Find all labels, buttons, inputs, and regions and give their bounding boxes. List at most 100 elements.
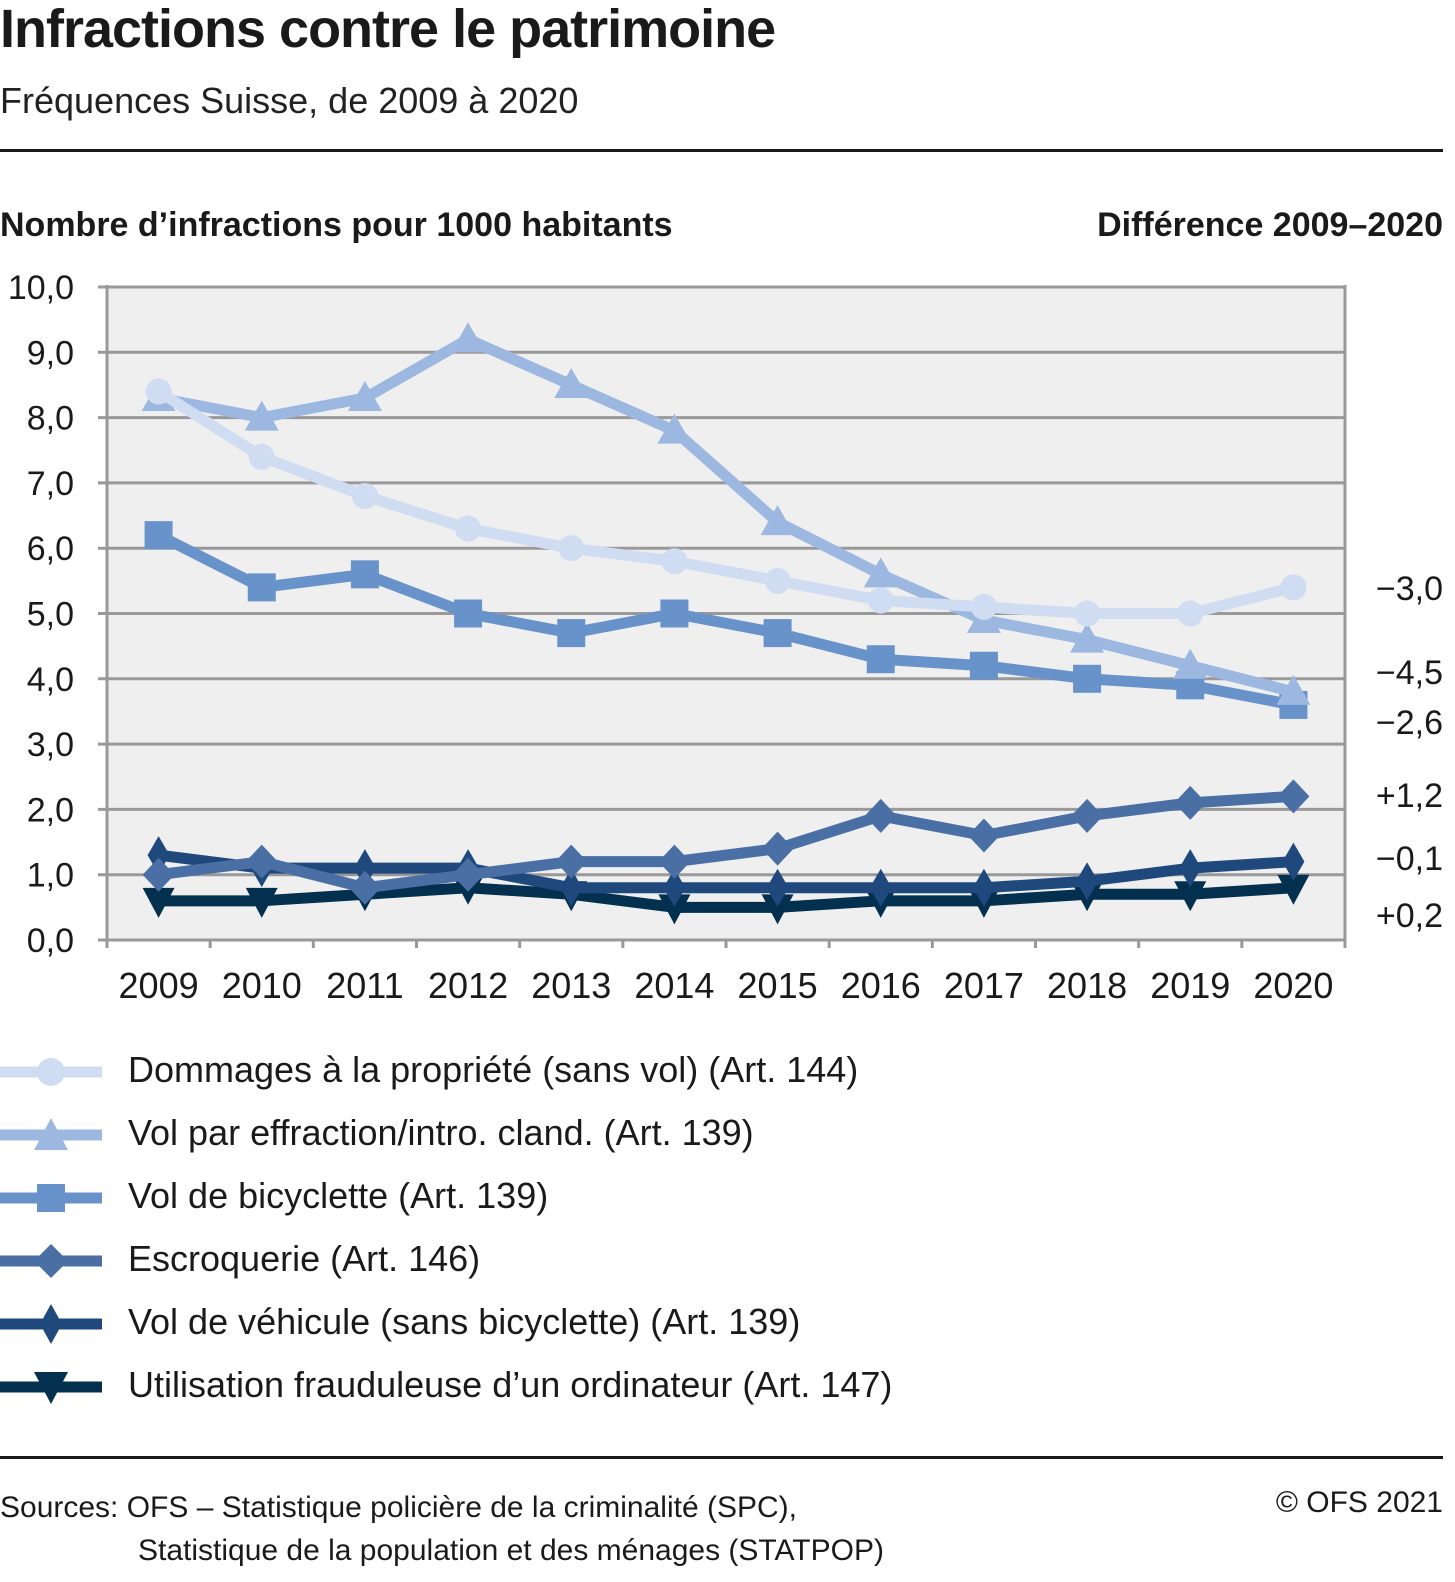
data-point-series-5 (972, 868, 995, 907)
x-tick-label: 2009 (119, 965, 199, 1006)
source-line-1: Sources: OFS – Statistique policière de … (0, 1491, 797, 1524)
data-point-series-5 (560, 868, 583, 907)
difference-title: Différence 2009–2020 (1097, 206, 1443, 244)
data-point-series-3 (454, 599, 483, 628)
x-tick-label: 2013 (531, 965, 611, 1006)
data-point-series-4 (348, 870, 381, 905)
y-tick-label: 10,0 (8, 269, 74, 307)
series-line-4 (157, 790, 1294, 894)
line-chart: 0,0 1,0 2,0 3,0 4,0 5,0 6,0 7,0 8,0 9,0 10,0 2009 20… (8, 269, 1443, 1006)
data-point-series-6 (245, 887, 278, 918)
source-note: Sources: OFS – Statistique policière de … (0, 1486, 884, 1572)
data-point-series-4 (452, 857, 485, 892)
data-point-series-4 (967, 818, 1000, 853)
data-point-series-4 (555, 844, 588, 879)
data-point-series-6 (1277, 874, 1310, 905)
data-point-series-4 (1277, 779, 1310, 814)
data-point-series-1 (661, 548, 688, 575)
legend-marker (34, 1118, 68, 1150)
series-line-6 (158, 882, 1294, 913)
data-point-series-5 (1076, 862, 1099, 901)
x-tick-label: 2015 (738, 965, 818, 1006)
data-point-series-6 (658, 894, 691, 925)
y-tick-label: 4,0 (27, 661, 74, 699)
legend-marker (34, 1372, 68, 1404)
data-point-series-1 (351, 482, 378, 509)
data-point-series-2 (760, 505, 795, 536)
data-point-series-4 (658, 844, 691, 879)
x-tick-label: 2019 (1150, 965, 1230, 1006)
legend-label: Dommages à la propriété (sans vol) (Art.… (128, 1049, 859, 1090)
data-point-series-4 (1174, 785, 1207, 820)
data-point-series-2 (863, 557, 898, 588)
legend-item: Dommages à la propriété (sans vol) (Art.… (0, 1045, 1000, 1095)
data-point-series-2 (1276, 674, 1311, 705)
legend-item: Escroquerie (Art. 146) (0, 1234, 1000, 1284)
legend-marker (37, 1184, 65, 1212)
series-line-3 (156, 530, 1295, 711)
chart-subtitle: Fréquences Suisse, de 2009 à 2020 (0, 80, 579, 121)
legend-marker (40, 1304, 62, 1344)
data-point-series-1 (970, 593, 997, 620)
legend-item: Vol de véhicule (sans bicyclette) (Art. … (0, 1297, 1000, 1347)
x-tick-label: 2012 (428, 965, 508, 1006)
legend-swatch-diamond-tall-icon (0, 1304, 102, 1344)
legend-swatch-circle-icon (0, 1058, 102, 1086)
difference-label: +1,2 (1376, 777, 1443, 815)
data-point-series-2 (1070, 622, 1105, 653)
y-tick-label: 7,0 (27, 465, 74, 503)
data-point-series-1 (455, 515, 482, 542)
x-tick-label: 2017 (944, 965, 1024, 1006)
data-point-series-3 (557, 619, 586, 648)
data-point-series-1 (764, 567, 791, 594)
y-tick-label: 0,0 (27, 922, 74, 960)
data-point-series-5 (1282, 842, 1305, 881)
data-point-series-3 (866, 645, 895, 674)
data-point-series-3 (969, 651, 998, 680)
difference-label: −2,6 (1376, 704, 1443, 742)
legend-swatch-triangle-up-icon (0, 1118, 102, 1150)
data-point-series-3 (350, 560, 379, 589)
x-tick-label: 2014 (634, 965, 714, 1006)
data-point-series-6 (142, 887, 175, 918)
data-point-series-6 (761, 894, 794, 925)
data-point-series-2 (554, 367, 589, 398)
data-point-series-3 (247, 573, 276, 602)
data-point-series-1 (867, 587, 894, 614)
y-tick-label: 9,0 (27, 334, 74, 372)
data-point-series-1 (145, 378, 172, 405)
data-point-series-5 (766, 868, 789, 907)
data-point-series-1 (1074, 600, 1101, 627)
data-point-series-2 (347, 381, 382, 412)
y-axis-title: Nombre d’infractions pour 1000 habitants (0, 206, 673, 244)
legend-swatch-triangle-down-icon (0, 1372, 102, 1404)
difference-label: −0,1 (1376, 840, 1443, 878)
data-point-series-4 (761, 831, 794, 866)
data-point-series-2 (657, 413, 692, 444)
data-point-series-2 (451, 322, 486, 353)
legend-label: Vol de bicyclette (Art. 139) (128, 1175, 549, 1216)
data-point-series-3 (1073, 664, 1102, 693)
data-point-series-5 (663, 868, 686, 907)
legend-swatch-diamond-icon (0, 1244, 102, 1278)
y-tick-label: 2,0 (27, 791, 74, 829)
data-point-series-3 (763, 619, 792, 648)
data-point-series-3 (144, 521, 173, 550)
x-tick-label: 2010 (222, 965, 302, 1006)
data-point-series-1 (1280, 574, 1307, 601)
series-line-5 (157, 849, 1294, 894)
chart-title: Infractions contre le patrimoine (0, 0, 776, 59)
difference-label: +0,2 (1376, 897, 1443, 935)
data-point-series-4 (142, 857, 175, 892)
data-point-series-1 (1177, 600, 1204, 627)
legend-item: Vol par effraction/intro. cland. (Art. 1… (0, 1108, 1000, 1158)
x-tick-label: 2018 (1047, 965, 1127, 1006)
data-point-series-5 (869, 868, 892, 907)
data-point-series-6 (1174, 881, 1207, 912)
data-point-series-4 (1071, 798, 1104, 833)
y-tick-label: 5,0 (27, 596, 74, 634)
series-line-1 (155, 386, 1295, 619)
copyright: © OFS 2021 (1275, 1486, 1443, 1519)
legend-item: Utilisation frauduleuse d’un ordinateur … (0, 1360, 1000, 1410)
legend-swatch-square-icon (0, 1184, 102, 1212)
